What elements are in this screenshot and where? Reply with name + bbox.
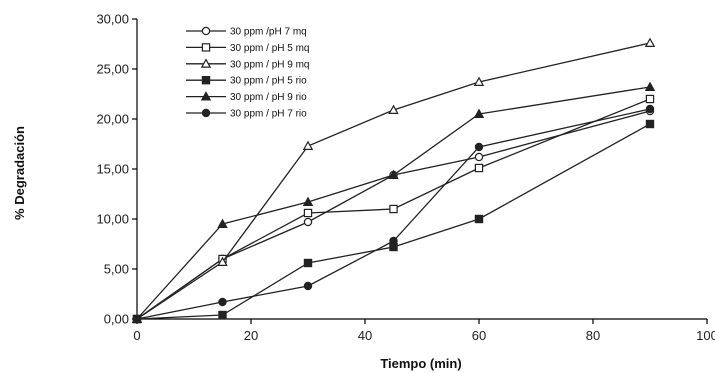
data-point bbox=[217, 256, 228, 266]
data-point bbox=[303, 281, 313, 291]
series-line bbox=[136, 108, 651, 320]
legend-marker bbox=[201, 75, 211, 85]
y-tick-label: 10,00 bbox=[96, 212, 129, 227]
data-point bbox=[389, 236, 398, 246]
tick-labels: 0,00 5,00 10,00 15,00 20,00 25,00 30,00 0 20 40 60… bbox=[96, 12, 715, 344]
legend-item: 30 ppm / pH 5 mq bbox=[186, 43, 309, 54]
data-point bbox=[474, 214, 484, 224]
y-tick-label: 20,00 bbox=[96, 112, 129, 127]
series-1 bbox=[132, 106, 655, 324]
x-tick-label: 100 bbox=[696, 328, 715, 343]
y-tick-label: 15,00 bbox=[96, 162, 129, 177]
legend-item: 30 ppm / pH 5 rio bbox=[186, 76, 307, 87]
y-tick-label: 0,00 bbox=[104, 312, 129, 327]
series-2 bbox=[132, 94, 655, 324]
data-point bbox=[645, 94, 655, 104]
series-5 bbox=[131, 81, 656, 323]
data-point bbox=[303, 208, 313, 218]
x-tick-label: 20 bbox=[244, 328, 258, 343]
data-point bbox=[218, 310, 227, 320]
series-line bbox=[136, 110, 651, 320]
series-3 bbox=[131, 37, 656, 323]
data-point bbox=[645, 104, 655, 114]
legend-marker bbox=[201, 43, 211, 52]
legend-item: 30 ppm / pH 7 rio bbox=[186, 109, 307, 120]
x-axis-title: Tiempo (min) bbox=[380, 356, 461, 371]
series-6 bbox=[132, 104, 655, 324]
data-point bbox=[473, 76, 485, 86]
legend-label: 30 ppm / pH 7 rio bbox=[230, 109, 307, 120]
data-point bbox=[389, 204, 398, 214]
legend-label: 30 ppm / pH 9 mq bbox=[230, 59, 309, 70]
y-tick-label: 5,00 bbox=[104, 262, 129, 277]
series-line bbox=[136, 42, 651, 320]
data-point bbox=[302, 196, 314, 206]
data-point bbox=[302, 140, 314, 150]
data-point bbox=[645, 119, 655, 129]
series-line bbox=[136, 86, 651, 320]
data-point bbox=[473, 108, 485, 118]
series-line bbox=[136, 98, 651, 320]
y-tick-label: 25,00 bbox=[96, 62, 129, 77]
series-line bbox=[136, 123, 651, 320]
legend-item: 30 ppm / pH 9 mq bbox=[186, 58, 309, 70]
legend-label: 30 ppm / pH 5 rio bbox=[230, 76, 307, 87]
data-point bbox=[132, 314, 142, 324]
y-tick-label: 30,00 bbox=[96, 12, 129, 27]
legend: 30 ppm /pH 7 mq 30 ppm / pH 5 mq 30 ppm / … bbox=[186, 27, 309, 120]
data-point bbox=[474, 163, 484, 173]
series-4 bbox=[132, 119, 655, 324]
legend-marker bbox=[200, 91, 212, 101]
y-axis-title: % Degradación bbox=[12, 126, 27, 220]
data-point bbox=[474, 152, 484, 162]
legend-label: 30 ppm /pH 7 mq bbox=[230, 27, 307, 38]
legend-marker bbox=[201, 108, 211, 118]
data-point bbox=[644, 37, 656, 47]
data-point bbox=[303, 258, 313, 268]
x-tick-label: 60 bbox=[472, 328, 486, 343]
series-group bbox=[131, 37, 656, 324]
data-point bbox=[474, 142, 484, 152]
legend-marker bbox=[200, 58, 212, 68]
x-tick-label: 80 bbox=[586, 328, 600, 343]
data-point bbox=[218, 297, 227, 307]
data-point bbox=[644, 81, 656, 91]
legend-marker bbox=[201, 26, 211, 36]
legend-label: 30 ppm / pH 9 rio bbox=[230, 92, 307, 103]
data-point bbox=[217, 218, 228, 228]
legend-item: 30 ppm / pH 9 rio bbox=[186, 91, 307, 103]
data-point bbox=[388, 169, 399, 179]
legend-label: 30 ppm / pH 5 mq bbox=[230, 43, 309, 54]
legend-item: 30 ppm /pH 7 mq bbox=[186, 27, 307, 38]
data-point bbox=[388, 104, 399, 114]
x-tick-label: 0 bbox=[133, 328, 140, 343]
x-tick-label: 40 bbox=[358, 328, 372, 343]
data-point bbox=[303, 217, 313, 227]
